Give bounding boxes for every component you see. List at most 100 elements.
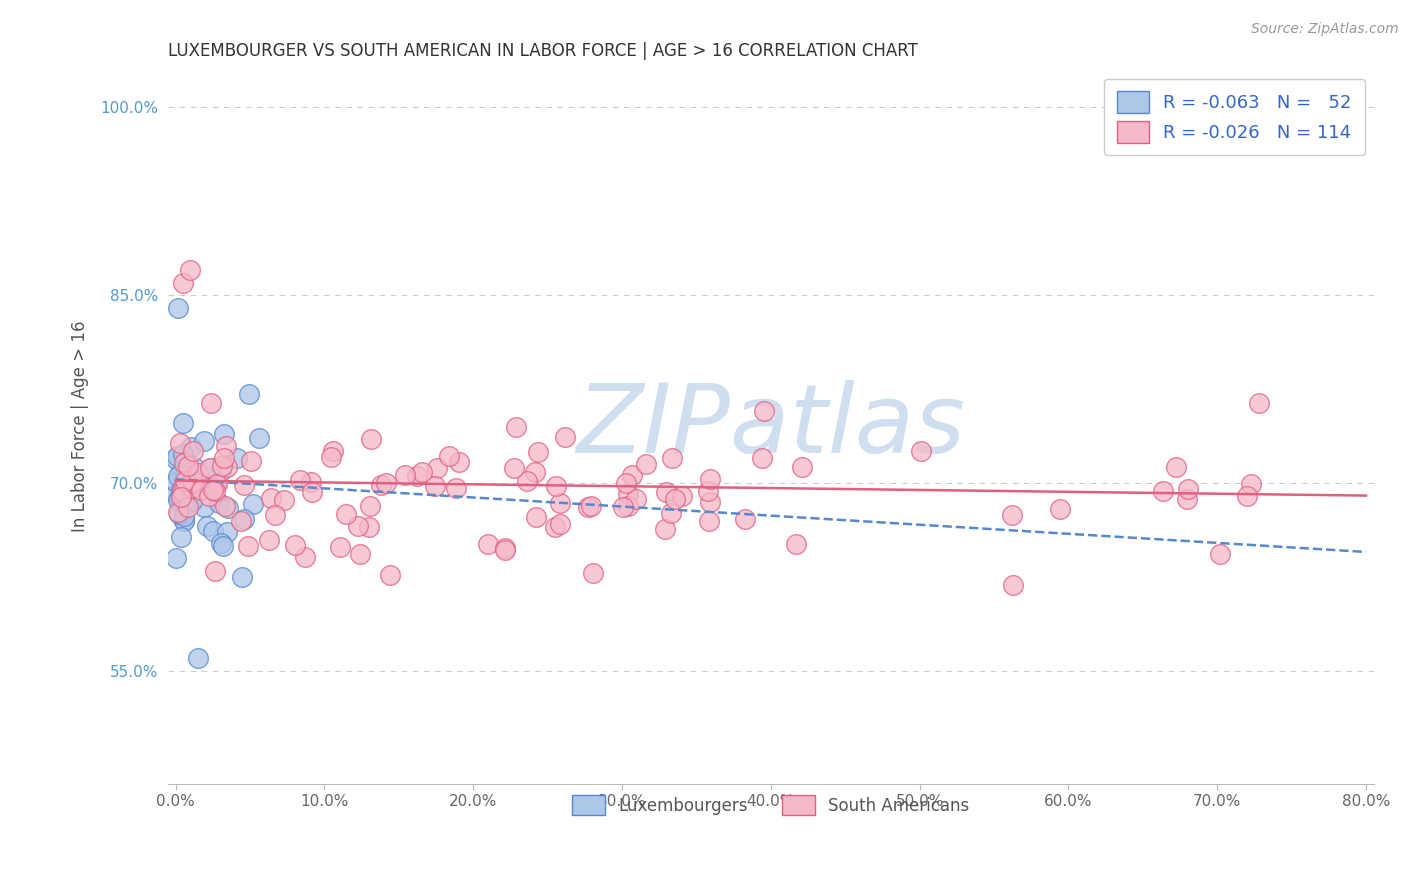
Point — [172, 447, 194, 461]
Point — [699, 472, 721, 486]
Point — [167, 492, 190, 507]
Point — [170, 483, 193, 497]
Point — [212, 427, 235, 442]
Point — [526, 445, 548, 459]
Point — [576, 500, 599, 514]
Point — [200, 396, 222, 410]
Point — [165, 452, 187, 467]
Point — [582, 566, 605, 580]
Point — [621, 467, 644, 482]
Point — [198, 489, 221, 503]
Point — [523, 465, 546, 479]
Point — [1175, 491, 1198, 506]
Point — [654, 485, 676, 500]
Point — [423, 479, 446, 493]
Point — [217, 524, 239, 539]
Point — [170, 483, 193, 497]
Point — [1001, 508, 1024, 522]
Point — [626, 492, 648, 507]
Point — [180, 440, 202, 454]
Point — [301, 484, 323, 499]
Point — [184, 461, 207, 475]
Point — [548, 496, 571, 510]
Point — [394, 467, 416, 482]
Point — [167, 301, 190, 315]
Point — [167, 507, 190, 521]
Point — [204, 565, 226, 579]
Point — [187, 467, 209, 481]
Point — [173, 456, 195, 470]
Point — [329, 540, 352, 554]
Point — [616, 500, 638, 514]
Point — [505, 420, 527, 434]
Point — [165, 487, 187, 501]
Point — [616, 475, 638, 490]
Point — [236, 539, 259, 553]
Point — [636, 457, 658, 471]
Point — [215, 439, 238, 453]
Point — [370, 478, 392, 492]
Point — [183, 474, 205, 488]
Point — [173, 514, 195, 528]
Point — [195, 519, 218, 533]
Point — [226, 451, 249, 466]
Point — [198, 461, 221, 475]
Point — [544, 479, 567, 493]
Point — [754, 403, 776, 417]
Point — [165, 475, 187, 489]
Point — [174, 474, 197, 488]
Point — [212, 450, 235, 465]
Point — [233, 511, 256, 525]
Point — [170, 464, 193, 478]
Point — [1049, 502, 1071, 516]
Point — [232, 478, 254, 492]
Point — [205, 477, 228, 491]
Y-axis label: In Labor Force | Age > 16: In Labor Force | Age > 16 — [72, 321, 89, 533]
Point — [734, 511, 756, 525]
Point — [208, 496, 231, 510]
Point — [659, 506, 682, 520]
Point — [1164, 460, 1187, 475]
Point — [357, 520, 380, 534]
Point — [360, 432, 382, 446]
Point — [166, 449, 188, 463]
Point — [699, 514, 721, 528]
Point — [347, 519, 370, 533]
Point — [494, 541, 516, 556]
Point — [405, 469, 427, 483]
Point — [229, 514, 252, 528]
Point — [247, 431, 270, 445]
Point — [172, 276, 194, 290]
Point — [1236, 489, 1258, 503]
Point — [187, 651, 209, 665]
Point — [260, 491, 283, 505]
Point — [1209, 547, 1232, 561]
Point — [661, 450, 683, 465]
Point — [444, 481, 467, 495]
Point — [167, 505, 190, 519]
Point — [183, 444, 205, 458]
Point — [181, 474, 204, 488]
Point — [209, 535, 232, 549]
Point — [205, 477, 228, 491]
Point — [664, 492, 686, 507]
Point — [447, 455, 470, 469]
Point — [375, 475, 398, 490]
Point — [201, 524, 224, 538]
Point — [699, 495, 721, 509]
Point — [335, 507, 357, 521]
Point — [170, 530, 193, 544]
Point — [319, 450, 342, 465]
Point — [167, 491, 190, 505]
Point — [181, 476, 204, 491]
Legend: Luxembourgers, South Americans: Luxembourgers, South Americans — [562, 785, 980, 825]
Point — [190, 483, 212, 498]
Point — [166, 551, 188, 566]
Point — [1152, 484, 1174, 499]
Point — [411, 465, 433, 479]
Point — [494, 543, 516, 558]
Point — [172, 484, 194, 499]
Point — [173, 495, 195, 509]
Point — [477, 537, 499, 551]
Point — [172, 484, 194, 499]
